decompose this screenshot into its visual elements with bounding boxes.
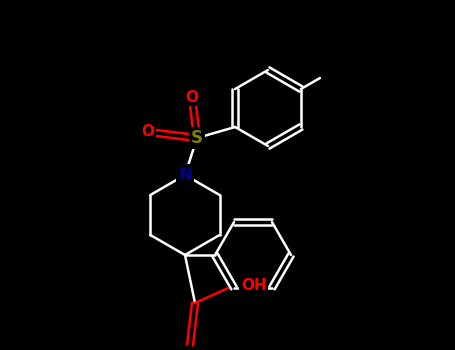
Text: OH: OH: [241, 278, 267, 293]
Text: N: N: [178, 166, 192, 184]
Text: S: S: [191, 129, 203, 147]
Text: O: O: [142, 125, 155, 140]
Text: N: N: [178, 166, 192, 184]
Text: S: S: [191, 129, 203, 147]
Text: O: O: [186, 90, 198, 105]
